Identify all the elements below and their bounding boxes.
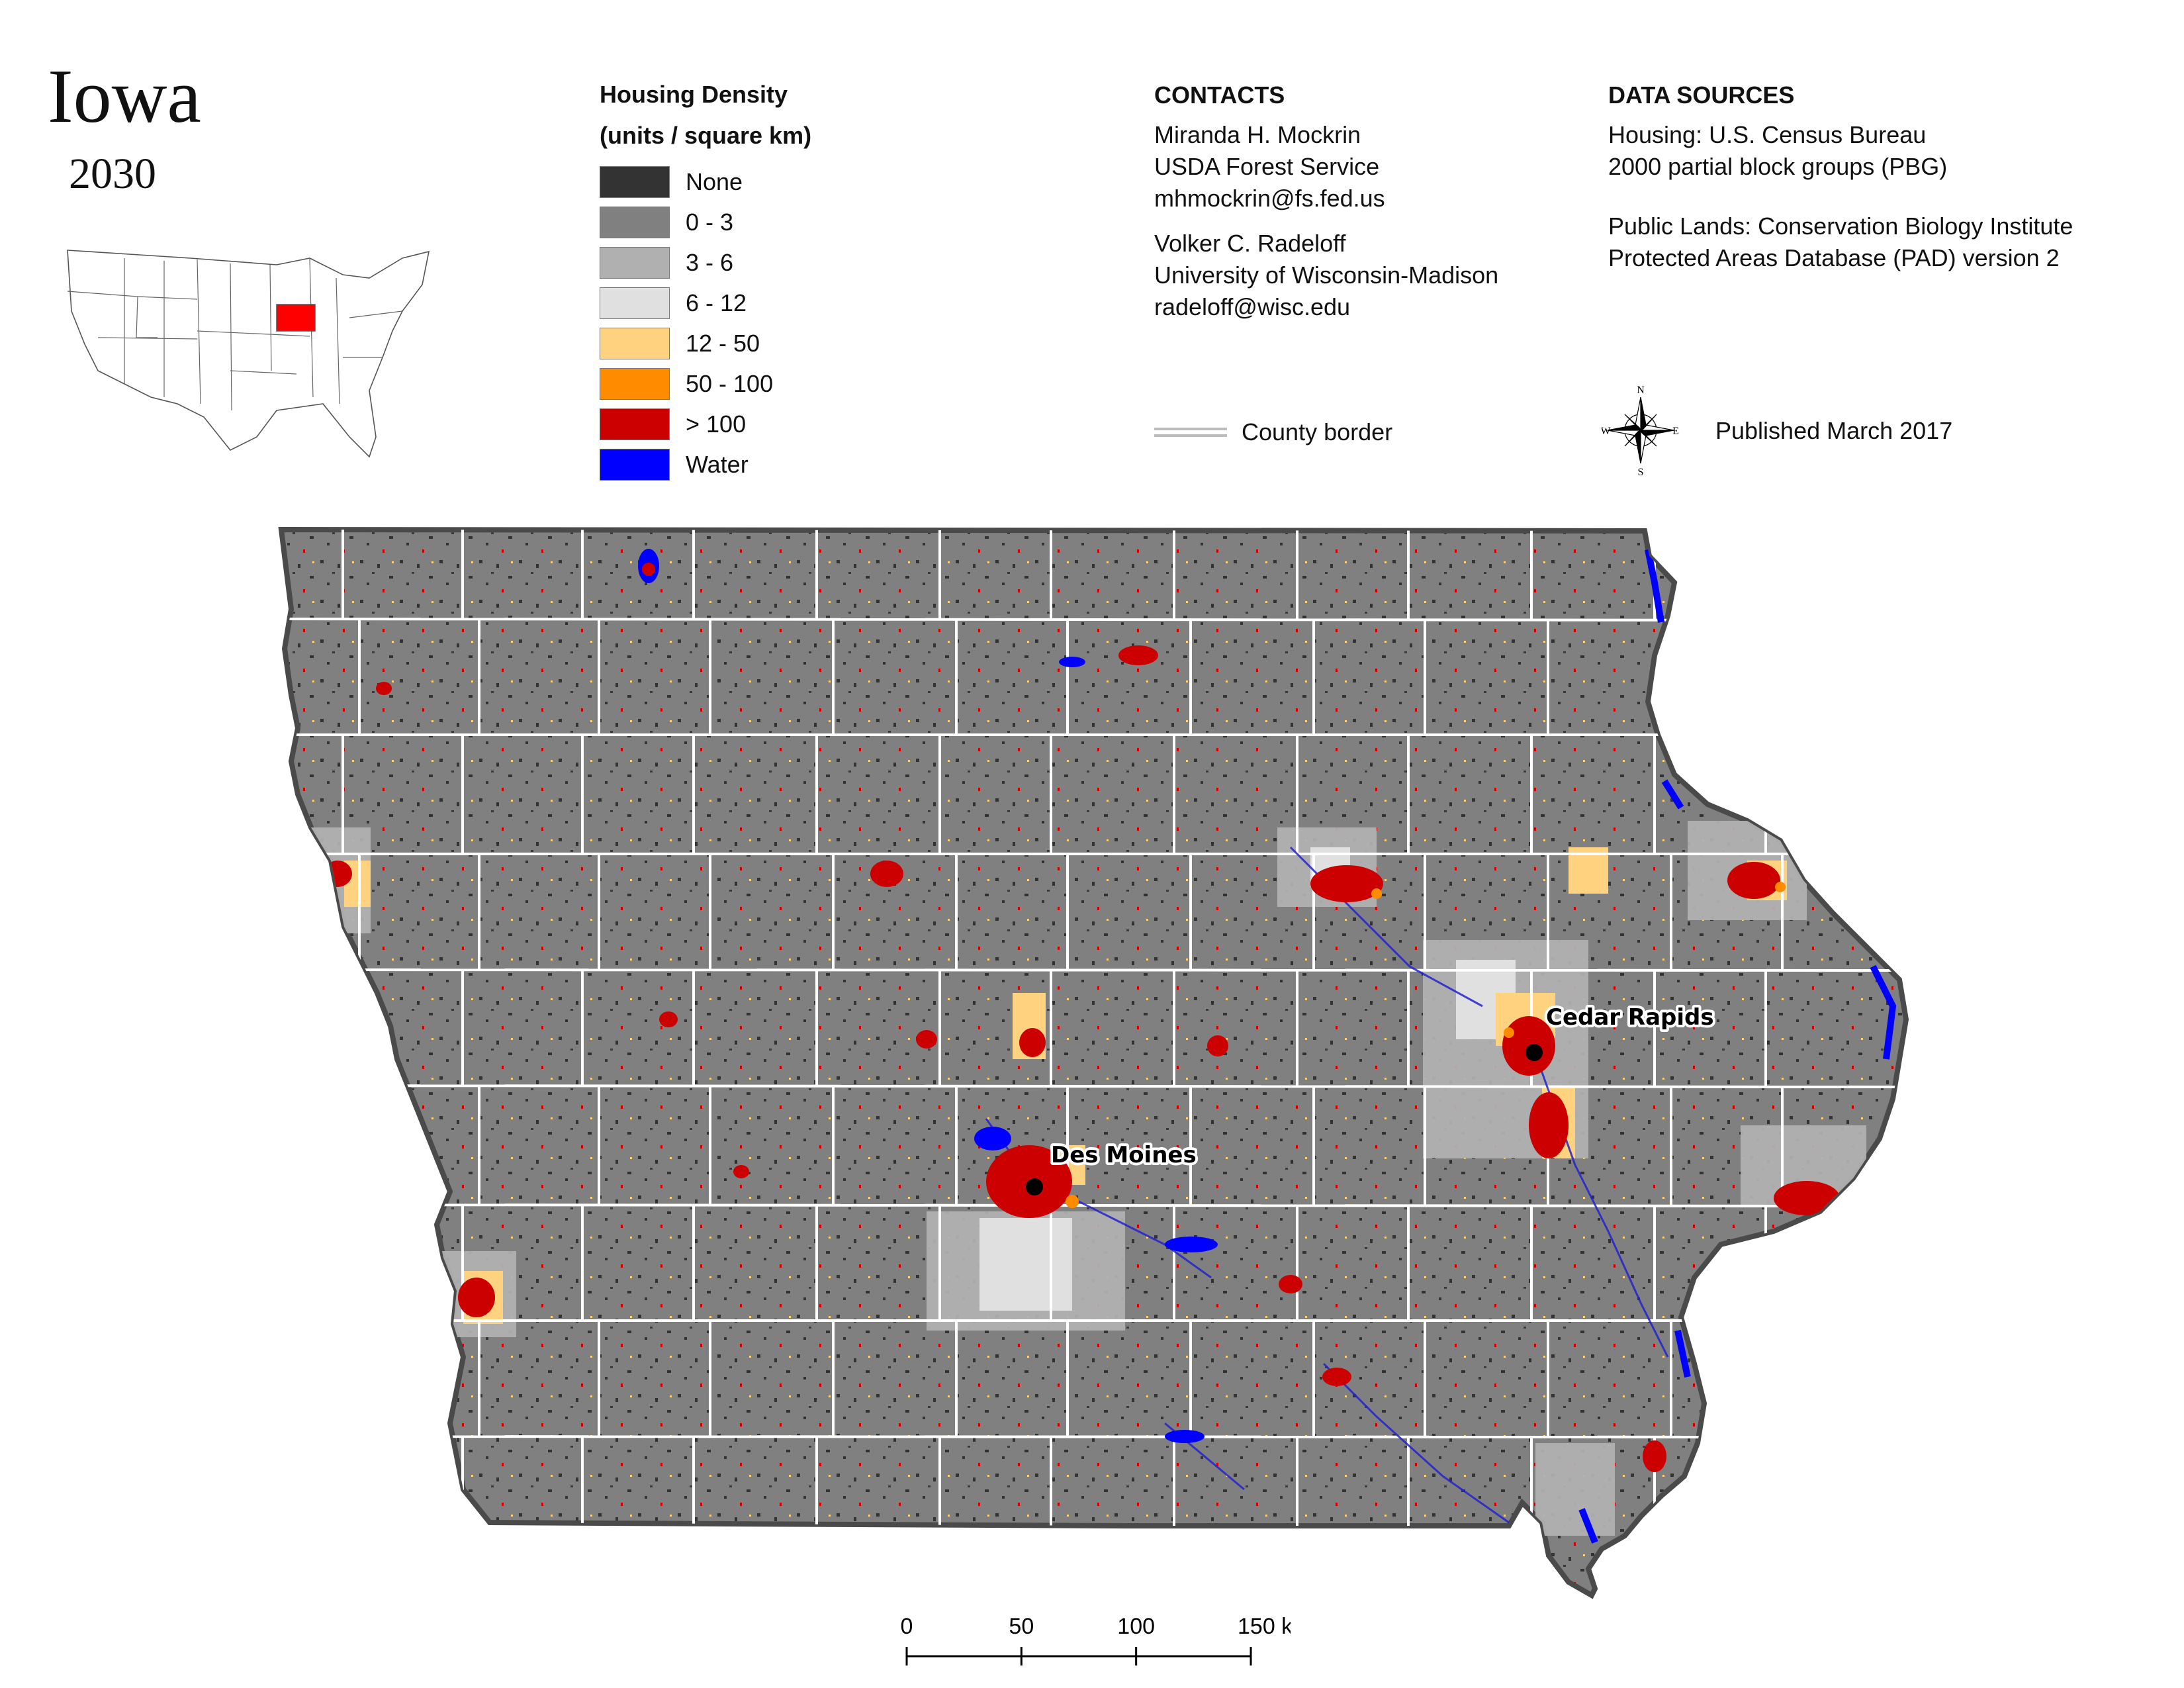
- legend-subtitle: (units / square km): [600, 122, 812, 149]
- legend-title: Housing Density: [600, 81, 788, 108]
- data-sources-block: DATA SOURCES Housing: U.S. Census Bureau…: [1608, 79, 2073, 274]
- legend-label: 12 - 50: [686, 329, 760, 357]
- legend-item: 0 - 3: [600, 202, 811, 242]
- des-moines-marker: [1026, 1178, 1043, 1196]
- county-border-symbol: [1154, 428, 1227, 437]
- compass-w: W: [1602, 426, 1611, 437]
- legend-swatch: [600, 448, 670, 481]
- legend-swatch: [600, 287, 670, 319]
- compass-n: N: [1637, 385, 1645, 396]
- legend: Housing Density (units / square km) None…: [600, 74, 811, 485]
- legend-label: None: [686, 167, 743, 195]
- us-outline: [67, 250, 430, 458]
- scale-ticks: 0 50 100 150 km: [901, 1614, 1291, 1665]
- compass-e: E: [1672, 426, 1679, 437]
- compass-s: S: [1638, 467, 1644, 477]
- legend-item: Water: [600, 444, 811, 485]
- legend-item: 6 - 12: [600, 283, 811, 323]
- scale-tick-label: 150 km: [1238, 1614, 1291, 1639]
- contact2-email: radeloff@wisc.edu: [1154, 293, 1351, 320]
- cedar-rapids-label: Cedar Rapids: [1546, 1004, 1714, 1031]
- scale-tick-label: 100: [1117, 1614, 1155, 1639]
- legend-swatch: [600, 246, 670, 279]
- legend-swatch: [600, 367, 670, 400]
- legend-item: None: [600, 162, 811, 202]
- county-border-label: County border: [1242, 418, 1393, 445]
- iowa-housing-density-map: Des Moines Cedar Rapids: [0, 516, 2184, 1615]
- cedar-rapids-marker: [1525, 1044, 1543, 1061]
- legend-item: 3 - 6: [600, 242, 811, 283]
- legend-item: 50 - 100: [600, 363, 811, 404]
- legend-label: 50 - 100: [686, 369, 774, 397]
- legend-item: 12 - 50: [600, 323, 811, 363]
- compass-rose-icon: N S W E: [1602, 385, 1679, 477]
- contact2-name: Volker C. Radeloff: [1154, 230, 1346, 257]
- data-sources-heading: DATA SOURCES: [1608, 81, 1795, 109]
- legend-label: > 100: [686, 410, 747, 438]
- county-border-key: County border: [1154, 418, 1392, 446]
- contact1-org: USDA Forest Service: [1154, 153, 1380, 180]
- des-moines-label: Des Moines: [1051, 1142, 1197, 1168]
- legend-item: > 100: [600, 404, 811, 444]
- legend-swatch: [600, 165, 670, 198]
- contact1-name: Miranda H. Mockrin: [1154, 121, 1361, 148]
- contact1-email: mhmockrin@fs.fed.us: [1154, 185, 1385, 212]
- legend-swatch: [600, 206, 670, 238]
- legend-swatch: [600, 408, 670, 440]
- us-locator-inset: [67, 250, 430, 458]
- legend-label: 0 - 3: [686, 208, 734, 236]
- housing-source-line1: Housing: U.S. Census Bureau: [1608, 121, 1927, 148]
- contacts-block: CONTACTS Miranda H. Mockrin USDA Forest …: [1154, 79, 1498, 323]
- map-title: Iowa: [48, 54, 201, 139]
- scale-tick-label: 0: [901, 1614, 913, 1639]
- published-date: Published March 2017: [1715, 417, 1953, 444]
- legend-rows: None 0 - 3 3 - 6 6 - 12 12 - 50 50 - 100 > 100…: [600, 162, 811, 485]
- contacts-heading: CONTACTS: [1154, 81, 1285, 109]
- housing-source-line2: 2000 partial block groups (PBG): [1608, 153, 1948, 180]
- map-year: 2030: [69, 150, 156, 198]
- contact2-org: University of Wisconsin-Madison: [1154, 261, 1499, 289]
- iowa-highlight: [276, 304, 316, 332]
- scale-bar: 0 50 100 150 km: [901, 1614, 1291, 1665]
- legend-swatch: [600, 327, 670, 359]
- public-lands-line2: Protected Areas Database (PAD) version 2: [1608, 244, 2060, 271]
- legend-label: 6 - 12: [686, 289, 747, 316]
- public-lands-line1: Public Lands: Conservation Biology Insti…: [1608, 212, 2073, 240]
- scale-tick-label: 50: [1009, 1614, 1034, 1639]
- legend-label: 3 - 6: [686, 248, 734, 276]
- legend-label: Water: [686, 450, 749, 478]
